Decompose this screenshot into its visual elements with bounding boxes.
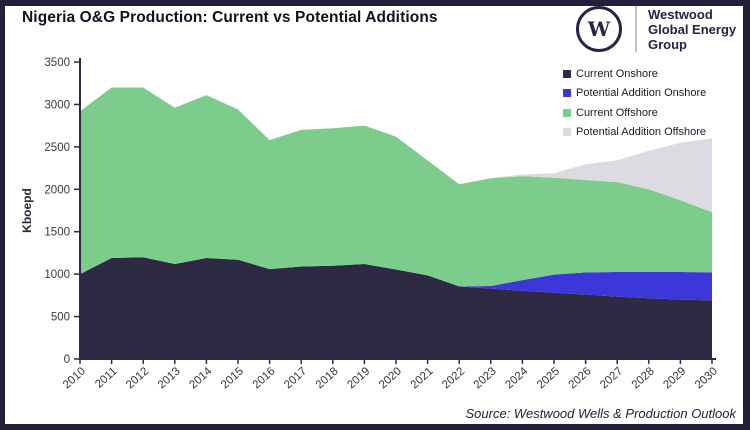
- x-tick-label: 2027: [598, 365, 625, 391]
- y-tick-label: 1000: [44, 269, 70, 281]
- x-tick-label: 2019: [345, 365, 372, 391]
- logo-text-line2: Global Energy: [648, 21, 737, 37]
- y-tick-label: 3000: [44, 99, 70, 111]
- x-tick-label: 2012: [124, 365, 151, 391]
- x-tick-label: 2010: [61, 365, 88, 391]
- legend-label: Current Offshore: [576, 106, 658, 119]
- chart-title: Nigeria O&G Production: Current vs Poten…: [22, 9, 438, 26]
- legend-label: Potential Addition Offshore: [576, 126, 707, 139]
- legend-label: Current Onshore: [576, 67, 658, 80]
- legend-swatch-icon: [563, 89, 571, 98]
- x-tick-label: 2025: [535, 365, 562, 391]
- x-tick-label: 2030: [693, 365, 720, 391]
- legend-swatch-icon: [563, 108, 571, 117]
- x-tick-label: 2016: [251, 365, 278, 391]
- y-axis-label: Kboepd: [20, 188, 34, 233]
- x-tick-label: 2020: [377, 365, 404, 391]
- legend-swatch-icon: [563, 128, 571, 137]
- y-tick-label: 0: [64, 354, 70, 366]
- x-tick-label: 2014: [187, 365, 214, 391]
- logo-text-line3: Group: [648, 36, 687, 52]
- area-potential-addition-onshore: [80, 257, 712, 301]
- legend-item-potential-addition-offshore: Potential Addition Offshore: [563, 123, 706, 143]
- legend-label: Potential Addition Onshore: [576, 87, 707, 100]
- area-current-onshore: [80, 257, 712, 359]
- x-tick-label: 2026: [567, 365, 594, 391]
- x-tick-label: 2024: [503, 365, 530, 391]
- x-tick-label: 2022: [440, 365, 467, 391]
- x-tick-label: 2011: [93, 365, 119, 390]
- x-tick-label: 2029: [661, 365, 688, 391]
- x-tick-label: 2021: [409, 365, 436, 391]
- westwood-monogram-icon: W: [576, 6, 622, 52]
- legend-item-current-offshore: Current Offshore: [563, 103, 706, 123]
- logo-text-line1: Westwood: [648, 6, 713, 22]
- westwood-logo: W Westwood Global Energy Group: [576, 6, 736, 52]
- y-tick-label: 3500: [44, 57, 70, 69]
- x-tick-label: 2015: [219, 365, 246, 391]
- x-tick-label: 2017: [282, 365, 309, 391]
- logo-divider: [635, 6, 637, 52]
- y-tick-label: 500: [51, 312, 70, 324]
- logo-text: Westwood Global Energy Group: [648, 7, 736, 52]
- x-tick-label: 2023: [472, 365, 499, 391]
- y-tick-label: 2000: [44, 184, 70, 196]
- y-tick-label: 1500: [44, 227, 70, 239]
- legend-item-current-onshore: Current Onshore: [563, 64, 706, 84]
- legend-item-potential-addition-onshore: Potential Addition Onshore: [563, 84, 706, 104]
- x-tick-label: 2018: [314, 365, 341, 391]
- x-tick-label: 2028: [630, 365, 657, 391]
- legend-swatch-icon: [563, 69, 571, 78]
- source-attribution: Source: Westwood Wells & Production Outl…: [465, 406, 736, 421]
- chart-legend: Current Onshore Potential Addition Onshor…: [563, 64, 706, 142]
- area-current-offshore: [80, 87, 712, 287]
- y-tick-label: 2500: [44, 142, 70, 154]
- x-tick-label: 2013: [156, 365, 183, 391]
